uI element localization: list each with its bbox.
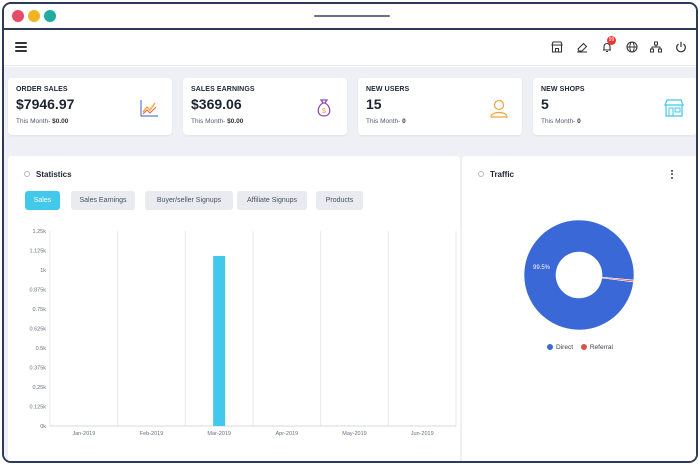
card-title: SALES EARNINGS [191, 86, 255, 93]
y-tick-label: 0.75k [33, 307, 47, 313]
traffic-title: Traffic [490, 170, 515, 179]
top-navigation: 99 [4, 30, 696, 66]
x-tick-label: May-2019 [342, 431, 366, 437]
more-options-icon[interactable] [670, 170, 674, 180]
y-tick-label: 0.25k [33, 385, 47, 391]
tab-sales-earnings[interactable]: Sales Earnings [71, 191, 135, 210]
card-value: 5 [541, 96, 549, 112]
x-tick-label: Apr-2019 [276, 431, 299, 437]
card-subtext: This Month- 0 [541, 118, 581, 125]
slice-referral[interactable] [601, 276, 635, 283]
maximize-window-button[interactable] [44, 10, 56, 22]
chart-line-icon [138, 97, 160, 119]
traffic-donut-chart: 99.5% [523, 219, 635, 331]
statistics-title: Statistics [36, 170, 72, 179]
card-title: NEW USERS [366, 86, 410, 93]
sales-earnings-card: SALES EARNINGS $369.06 This Month- $0.00… [183, 78, 347, 135]
tab-affiliate-signups[interactable]: Affiliate Signups [237, 191, 307, 210]
title-bar-grip [314, 15, 390, 17]
legend-swatch [547, 344, 554, 350]
x-tick-label: Mar-2019 [207, 431, 231, 437]
title-bar [4, 4, 696, 30]
y-tick-label: 0.5k [36, 346, 47, 352]
legend-item-referral[interactable]: Referral [580, 344, 613, 351]
card-title: NEW SHOPS [541, 86, 585, 93]
y-tick-label: 1.125k [29, 249, 46, 255]
traffic-legend: Direct Referral [462, 344, 696, 351]
tab-buyer-seller-signups[interactable]: Buyer/seller Signups [145, 191, 233, 210]
y-tick-label: 1k [40, 268, 46, 274]
dashboard-content: ORDER SALES $7946.97 This Month- $0.00 S… [4, 67, 696, 461]
store-icon[interactable] [550, 40, 564, 54]
card-subtext: This Month- $0.00 [16, 118, 69, 125]
slice-direct[interactable] [523, 219, 635, 331]
x-tick-label: Jun-2019 [411, 431, 434, 437]
legend-item-direct[interactable]: Direct [547, 344, 573, 351]
sales-bar-chart: 0k 0.125k 0.25k 0.375k 0.5k 0.625k 0.75k 0.875k… [29, 229, 457, 437]
card-title: ORDER SALES [16, 86, 68, 93]
svg-text:$: $ [322, 108, 326, 115]
statistics-panel: Statistics Sales Sales Earnings Buyer/se… [8, 156, 460, 461]
panel-indicator-icon [478, 171, 484, 177]
order-sales-card: ORDER SALES $7946.97 This Month- $0.00 [8, 78, 172, 135]
traffic-panel: Traffic 99.5% Direct Referral [462, 156, 696, 461]
legend-swatch [580, 344, 587, 350]
y-tick-label: 0.125k [29, 405, 46, 411]
bar-mar-2019[interactable] [213, 255, 226, 426]
bell-icon[interactable]: 99 [600, 36, 616, 54]
card-subtext: This Month- 0 [366, 118, 406, 125]
card-subtext: This Month- $0.00 [191, 118, 244, 125]
legend-label: Direct [556, 344, 574, 351]
money-bag-icon: $ [313, 97, 335, 119]
notification-badge: 99 [607, 36, 616, 45]
user-icon [488, 97, 510, 119]
globe-icon[interactable] [625, 40, 639, 54]
x-tick-label: Jan-2019 [72, 431, 95, 437]
y-tick-label: 0k [40, 424, 46, 430]
sitemap-icon[interactable] [649, 40, 663, 54]
shop-icon [663, 97, 685, 119]
y-tick-label: 0.875k [29, 288, 46, 294]
card-value: $369.06 [191, 96, 242, 112]
new-users-card: NEW USERS 15 This Month- 0 [358, 78, 522, 135]
y-tick-label: 1.25k [33, 229, 47, 235]
x-tick-label: Feb-2019 [140, 431, 164, 437]
tab-products[interactable]: Products [316, 191, 363, 210]
y-tick-label: 0.625k [29, 327, 46, 333]
y-tick-label: 0.375k [29, 366, 46, 372]
power-icon[interactable] [674, 40, 688, 54]
legend-label: Referral [589, 344, 613, 351]
tab-sales[interactable]: Sales [25, 191, 60, 210]
eraser-icon[interactable] [575, 40, 589, 54]
panel-indicator-icon [24, 171, 30, 177]
card-value: 15 [366, 96, 382, 112]
close-window-button[interactable] [12, 10, 24, 22]
minimize-window-button[interactable] [28, 10, 40, 22]
hamburger-menu-icon[interactable] [15, 42, 27, 52]
card-value: $7946.97 [16, 96, 75, 112]
slice-label-direct: 99.5% [533, 265, 551, 271]
new-shops-card: NEW SHOPS 5 This Month- 0 [533, 78, 696, 135]
